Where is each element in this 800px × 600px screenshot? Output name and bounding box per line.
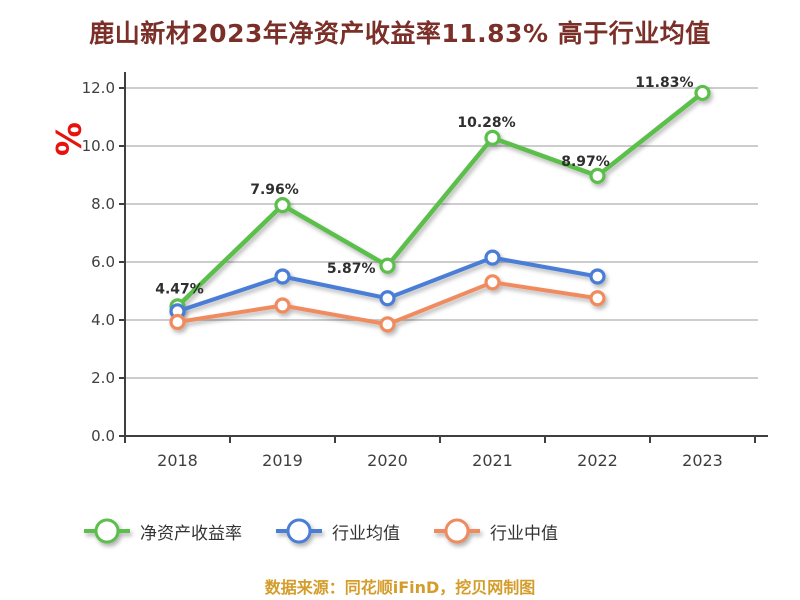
x-tick-label: 2023 [682,451,723,470]
data-series [169,84,711,333]
y-tick-label: 2.0 [91,369,115,387]
legend-label-industry-median: 行业中值 [490,523,558,544]
axis-tick-labels: 12.0 10.0 8.0 6.0 4.0 2.0 0.0 2018 2019 2020 2021 2… [82,79,723,470]
point-value-label: 10.28% [457,115,515,131]
data-point-marker [274,268,291,285]
chart-title: 鹿山新材2023年净资产收益率11.83% 高于行业均值 [89,19,711,48]
point-value-label: 11.83% [635,75,693,91]
legend-item-industry-mean: 行业均值 [276,516,400,546]
series-1 [169,249,606,320]
point-value-label: 5.87% [327,261,376,277]
data-point-marker [274,297,291,314]
y-tick-label: 6.0 [91,253,115,271]
y-tick-label: 4.0 [91,311,115,329]
data-point-marker [379,316,396,333]
data-point-marker [694,84,711,102]
data-point-marker [379,290,396,307]
x-tick-label: 2019 [262,451,303,470]
y-axis-unit-label: % [47,121,87,157]
legend-item-roe: 净资产收益率 [84,516,242,546]
data-point-marker [484,129,501,146]
gridlines [125,87,758,437]
data-point-marker [589,290,606,307]
point-value-label: 4.47% [155,281,204,297]
legend-label-roe: 净资产收益率 [140,523,242,544]
legend-marker-blue-icon [276,518,322,544]
x-tick-label: 2018 [157,451,198,470]
point-value-label: 8.97% [561,154,610,170]
legend-marker-green-icon [84,518,130,544]
data-point-marker [589,167,606,184]
series-0 [169,84,711,315]
point-value-label: 7.96% [250,182,299,198]
data-point-marker [379,257,396,274]
legend-item-industry-median: 行业中值 [434,516,558,546]
x-tick-label: 2022 [577,451,618,470]
y-tick-label: 12.0 [82,79,115,97]
series-2 [169,274,606,333]
y-tick-label: 10.0 [82,137,115,155]
data-point-marker [589,268,606,285]
x-tick-label: 2021 [472,451,513,470]
point-annotations: 4.47% 7.96% 5.87% 10.28% 8.97% 11.83% [155,75,693,297]
data-point-marker [274,197,291,214]
data-source-footer: 数据来源：同花顺iFinD，挖贝网制图 [264,578,536,597]
data-point-marker [484,249,501,266]
series-line [175,90,705,309]
data-point-marker [169,313,186,331]
legend-label-industry-mean: 行业均值 [332,523,400,544]
legend-marker-orange-icon [434,518,480,544]
axes [119,72,768,443]
x-tick-label: 2020 [367,451,408,470]
y-tick-label: 8.0 [91,195,115,213]
data-point-marker [484,274,501,291]
legend: 净资产收益率 行业均值 行业中值 [84,516,558,546]
y-tick-label: 0.0 [91,427,115,445]
